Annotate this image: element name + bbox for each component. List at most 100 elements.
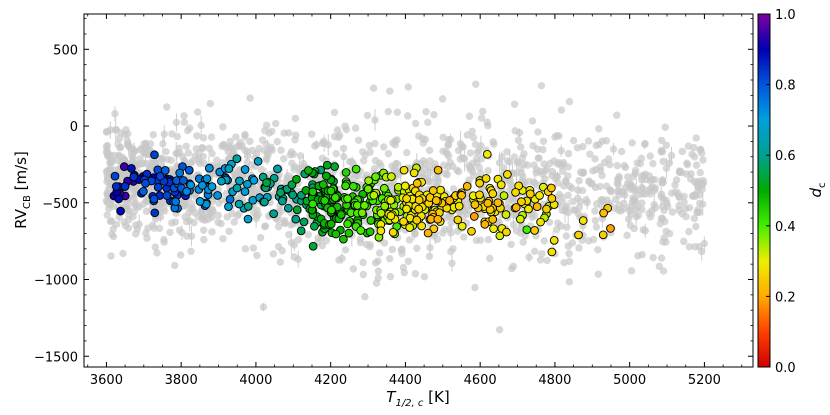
highlighted-point [386, 195, 396, 205]
background-point [639, 226, 647, 234]
colorbar-tick-label: 1.0 [775, 8, 796, 23]
highlighted-point [414, 204, 424, 214]
background-point [568, 184, 576, 192]
highlighted-point [114, 194, 124, 204]
background-point [269, 250, 277, 258]
background-point [675, 192, 683, 201]
highlighted-point [524, 204, 533, 214]
background-point [465, 112, 474, 120]
background-point [290, 165, 298, 173]
background-point [166, 228, 174, 237]
background-point [515, 128, 524, 137]
background-point [540, 237, 548, 245]
highlighted-point [139, 187, 148, 196]
background-point [596, 163, 604, 171]
background-point [425, 146, 434, 155]
background-point [574, 210, 582, 218]
background-point [668, 208, 677, 216]
background-point [285, 230, 293, 239]
highlighted-point [470, 200, 480, 209]
background-point [589, 235, 598, 244]
highlighted-point [262, 178, 271, 188]
background-point [476, 169, 485, 177]
highlighted-point [253, 156, 263, 166]
background-point [312, 141, 321, 149]
background-point [188, 157, 197, 165]
highlighted-point [310, 221, 319, 231]
highlighted-point [288, 190, 298, 200]
background-point [243, 147, 252, 156]
highlighted-point [429, 224, 439, 234]
background-point [568, 239, 577, 247]
background-point [449, 185, 458, 193]
highlighted-point [547, 247, 557, 257]
background-point [130, 207, 139, 216]
background-point [200, 235, 208, 244]
background-point [680, 192, 688, 201]
background-point [431, 160, 439, 168]
highlighted-point [530, 226, 539, 235]
background-point [340, 152, 348, 161]
highlighted-point [299, 217, 309, 227]
background-point [484, 235, 493, 244]
background-point [106, 217, 115, 226]
background-point [638, 205, 646, 214]
background-point [206, 99, 215, 108]
highlighted-point [232, 154, 242, 164]
background-point [404, 257, 413, 265]
background-point [228, 209, 236, 218]
highlighted-point [326, 219, 336, 229]
background-point [197, 121, 205, 130]
colorbar-tick-label: 0.8 [775, 79, 796, 94]
background-point [560, 182, 568, 190]
background-point [371, 139, 379, 148]
highlighted-point [488, 215, 498, 224]
background-point [207, 133, 216, 141]
highlighted-point [141, 178, 150, 188]
highlighted-point [351, 164, 361, 174]
background-point [692, 134, 700, 142]
background-point [659, 238, 667, 246]
highlighted-point [249, 175, 259, 185]
highlighted-point [363, 184, 373, 194]
highlighted-point [343, 194, 352, 204]
highlighted-point [511, 203, 521, 212]
background-point [690, 153, 699, 161]
background-point [530, 161, 538, 169]
background-point [224, 148, 233, 156]
background-point [646, 213, 655, 221]
background-point [404, 83, 412, 91]
background-point [695, 177, 703, 185]
background-point [460, 155, 469, 163]
background-point [119, 249, 127, 258]
x-tick-label: 4000 [239, 373, 272, 388]
background-point [592, 223, 601, 231]
highlighted-point [462, 181, 472, 191]
background-point [411, 270, 420, 278]
background-point [439, 147, 447, 155]
background-point [646, 152, 654, 160]
background-point [130, 190, 139, 198]
background-point [405, 236, 414, 244]
background-point [661, 123, 669, 131]
background-point [273, 137, 282, 146]
background-point [696, 199, 704, 207]
background-point [193, 132, 201, 140]
background-point [162, 147, 170, 156]
background-point [543, 256, 551, 265]
background-point [375, 159, 384, 167]
highlighted-point [296, 226, 306, 236]
background-point [130, 200, 139, 209]
colorbar-tick-label: 0.6 [775, 149, 796, 164]
highlighted-point [369, 190, 379, 200]
background-point [498, 153, 506, 161]
background-point [486, 254, 494, 263]
background-point [514, 136, 523, 144]
background-point [164, 155, 172, 164]
background-point [341, 246, 350, 254]
background-point [142, 139, 150, 148]
background-point [213, 156, 221, 164]
background-point [640, 172, 648, 180]
x-tick-label: 3800 [165, 373, 198, 388]
background-point [420, 273, 429, 281]
